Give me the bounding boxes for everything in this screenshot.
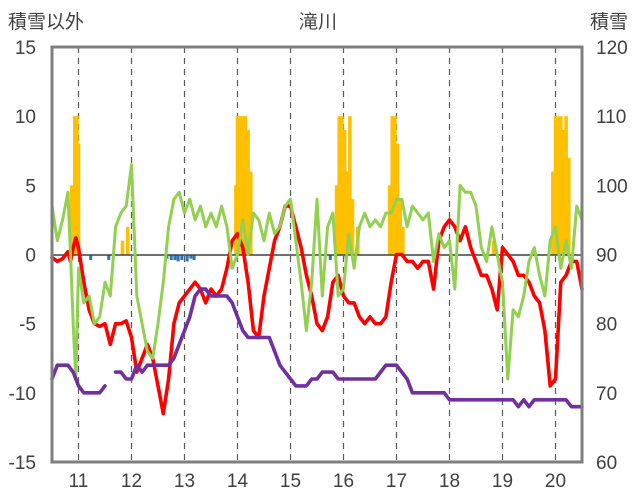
right-tick-label: 70 xyxy=(596,384,617,405)
series-lines xyxy=(50,163,584,416)
precip-bar xyxy=(176,254,180,262)
left-tick-label: -5 xyxy=(19,315,36,336)
chart-title: 滝川 xyxy=(299,11,337,33)
snowfall-bar xyxy=(561,130,566,255)
snowfall-bar xyxy=(564,116,568,255)
snowfall-bar xyxy=(348,116,352,255)
x-tick-label: 12 xyxy=(121,471,142,492)
snowfall-bar xyxy=(553,116,558,255)
snowfall-bar xyxy=(243,116,248,255)
snowfall-bar xyxy=(246,130,250,255)
humidity-line xyxy=(50,163,584,381)
snowfall-bar xyxy=(401,226,405,255)
right-tick-label: 80 xyxy=(596,315,617,336)
right-tick-label: 60 xyxy=(596,453,617,474)
snow_depth-line xyxy=(50,287,584,409)
snowfall-bar xyxy=(559,116,563,255)
snowfall-bar xyxy=(551,171,555,255)
left-tick-label: 10 xyxy=(15,107,36,128)
snowfall-bar xyxy=(566,157,571,255)
precip-bar xyxy=(185,254,189,262)
precip-bar xyxy=(169,254,173,261)
x-tick-label: 15 xyxy=(280,471,301,492)
plot-frame xyxy=(50,45,584,464)
x-tick-label: 16 xyxy=(333,471,354,492)
snowfall-bar xyxy=(337,116,342,255)
snowfall-bar xyxy=(334,185,339,255)
precip-bar xyxy=(89,254,93,261)
x-tick-label: 17 xyxy=(386,471,407,492)
snowfall-bar xyxy=(72,116,77,255)
right-tick-label: 110 xyxy=(596,107,626,128)
snowfall-bar xyxy=(69,185,74,255)
right-tick-label: 90 xyxy=(596,246,617,267)
snowfall-bar xyxy=(76,143,81,255)
snowfall-bar xyxy=(235,116,240,255)
right-tick-label: 120 xyxy=(596,38,628,59)
precip-bar xyxy=(189,254,193,259)
left-tick-label: 5 xyxy=(25,176,36,197)
snowfall-bar xyxy=(390,116,395,255)
left-tick-label: 15 xyxy=(15,38,36,59)
x-tick-label: 18 xyxy=(439,471,460,492)
snowfall-bar xyxy=(556,116,560,255)
snowfall-bar xyxy=(241,116,245,255)
snowfall-bar xyxy=(238,116,242,255)
left-tick-label: 0 xyxy=(25,246,36,267)
left-axis-label: 積雪以外 xyxy=(8,11,84,33)
x-tick-label: 13 xyxy=(174,471,195,492)
right-tick-label: 100 xyxy=(596,176,628,197)
temperature-line xyxy=(50,204,584,416)
snowfall-bar xyxy=(393,116,397,255)
snowfall-bar xyxy=(120,240,125,255)
snowfall-bar xyxy=(345,171,350,255)
precip-bar xyxy=(173,254,177,261)
snowfall-bar xyxy=(125,226,130,255)
x-tick-label: 14 xyxy=(227,471,249,492)
x-tick-label: 11 xyxy=(69,471,89,492)
precip-bar xyxy=(192,254,196,261)
snowfall-bar xyxy=(387,185,392,255)
left-tick-label: -15 xyxy=(9,453,36,474)
tick-labels: -15 -10 -5 0 5 10 15 60 70 80 90 100 110 120 11 12 13 14 1… xyxy=(9,38,628,492)
snowfall-bar xyxy=(340,116,344,255)
x-tick-label: 20 xyxy=(545,471,566,492)
snowfall-bar xyxy=(342,130,347,255)
precip-bar xyxy=(328,254,332,261)
snowfall-bar xyxy=(491,240,496,255)
snowfall-bar xyxy=(398,199,403,255)
precip-bar xyxy=(107,254,111,261)
left-tick-label: -10 xyxy=(9,384,36,405)
x-tick-label: 19 xyxy=(492,471,513,492)
snowfall-bar xyxy=(248,171,253,255)
right-axis-label: 積雪 xyxy=(590,11,628,33)
precip-bar xyxy=(180,254,184,261)
snowfall-bar xyxy=(350,199,355,255)
